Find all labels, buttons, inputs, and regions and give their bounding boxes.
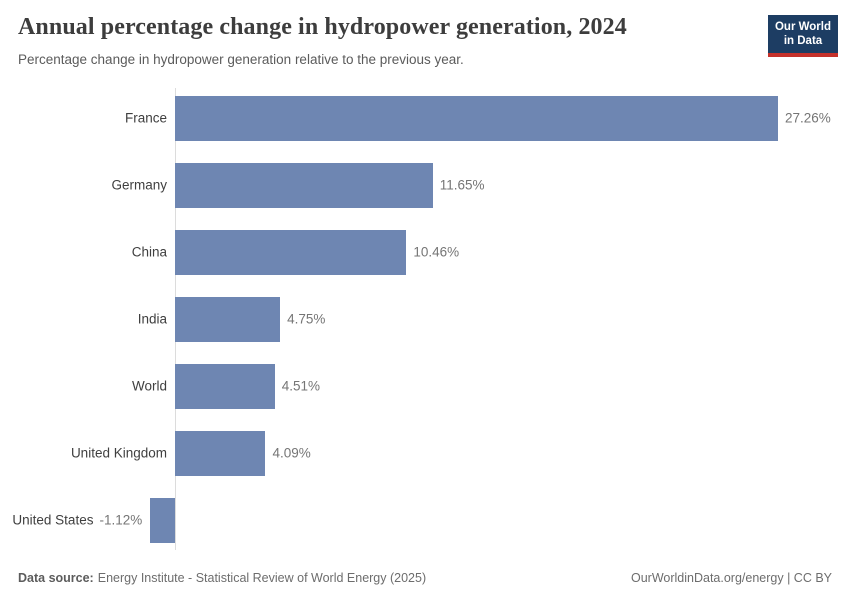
- bar-china[interactable]: [175, 229, 407, 275]
- value-label-united-states: -1.12%: [99, 512, 143, 528]
- bar-france[interactable]: [175, 95, 778, 141]
- category-label-world: World: [131, 378, 167, 394]
- value-label-china: 10.46%: [413, 244, 460, 260]
- data-source-label: Data source:: [18, 571, 94, 585]
- category-label-france: France: [124, 110, 167, 126]
- chart-subtitle: Percentage change in hydropower generati…: [18, 52, 464, 67]
- owid-logo-line1: Our World: [774, 21, 831, 33]
- plot-area: 27.26% France 11.65% Germany 10.46% China 4.75…: [0, 88, 850, 550]
- category-label-germany: Germany: [111, 177, 167, 193]
- bar-united-kingdom[interactable]: [175, 430, 266, 476]
- value-label-world: 4.51%: [281, 378, 321, 394]
- category-label-united-states: United States -1.12%: [12, 512, 143, 528]
- bar-united-states[interactable]: [150, 497, 175, 543]
- value-label-france: 27.26%: [784, 110, 831, 126]
- value-label-germany: 11.65%: [439, 177, 485, 193]
- owid-logo: Our World in Data: [768, 15, 838, 57]
- category-label-china: China: [131, 244, 167, 260]
- owid-url-link[interactable]: OurWorldinData.org/energy | CC BY: [630, 571, 832, 585]
- chart-footer: Data source: Energy Institute - Statistic…: [18, 571, 832, 585]
- bar-germany[interactable]: [175, 162, 433, 208]
- category-label-united-kingdom: United Kingdom: [70, 445, 167, 461]
- value-label-india: 4.75%: [287, 311, 326, 327]
- bar-india[interactable]: [175, 296, 281, 342]
- chart-title: Annual percentage change in hydropower g…: [18, 14, 627, 40]
- value-label-united-kingdom: 4.09%: [272, 445, 311, 461]
- owid-logo-line2: in Data: [783, 35, 823, 48]
- data-source-text: Energy Institute - Statistical Review of…: [97, 571, 427, 585]
- data-source: Data source: Energy Institute - Statistic…: [18, 571, 426, 585]
- category-label-india: India: [137, 311, 167, 327]
- bar-world[interactable]: [175, 363, 275, 409]
